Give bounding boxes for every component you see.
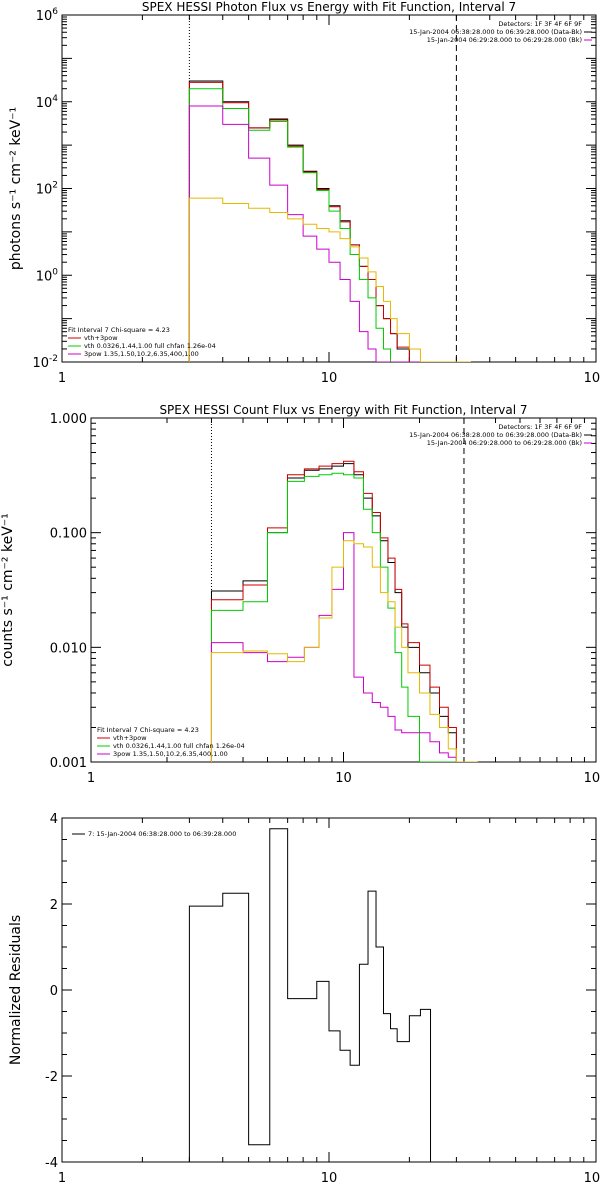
x-tick-label: 100 bbox=[584, 1171, 600, 1186]
info-line: 15-Jan-2004 06:38:28.000 to 06:39:28.000… bbox=[409, 28, 582, 36]
y-tick-label: 10-2 bbox=[32, 354, 58, 371]
y-tick-label: 0.001 bbox=[50, 756, 87, 771]
series-1-line bbox=[210, 460, 478, 762]
x-tick-label: 10 bbox=[335, 771, 352, 786]
legend-entry: vth+3pow bbox=[84, 334, 118, 342]
photon-flux-panel: SPEX HESSI Photon Flux vs Energy with Fi… bbox=[8, 0, 600, 386]
x-tick-label: 100 bbox=[584, 771, 600, 786]
legend-entry: vth+3pow bbox=[113, 734, 147, 742]
y-axis-label: counts s⁻¹ cm⁻² keV⁻¹ bbox=[0, 513, 16, 667]
y-tick-label: 102 bbox=[36, 181, 58, 198]
info-line: 15-Jan-2004 06:29:28.000 to 06:29:28.000… bbox=[427, 439, 582, 447]
legend-entry: vth 0.0326,1.44,1.00 full chfan 1.26e-04 bbox=[84, 342, 216, 350]
y-tick-label: 2 bbox=[50, 898, 58, 913]
x-tick-label: 1 bbox=[87, 771, 95, 786]
series-4-line bbox=[210, 540, 478, 762]
y-tick-label: 0.010 bbox=[50, 641, 87, 656]
x-tick-label: 10 bbox=[321, 371, 338, 386]
legend-entry: Fit Interval 7 Chi-square = 4.23 bbox=[68, 326, 170, 334]
chart-title: SPEX HESSI Count Flux vs Energy with Fit… bbox=[159, 403, 527, 417]
info-line: 15-Jan-2004 06:38:28.000 to 06:39:28.000… bbox=[409, 431, 582, 439]
x-tick-label: 100 bbox=[584, 371, 600, 386]
y-tick-label: -4 bbox=[45, 1156, 58, 1171]
legend-entry: 3pow 1.35,1.50,10.2,6.35,400,1.00 bbox=[84, 350, 199, 358]
y-tick-label: 104 bbox=[36, 94, 59, 111]
chart-title: SPEX HESSI Photon Flux vs Energy with Fi… bbox=[142, 0, 516, 14]
x-tick-label: 10 bbox=[321, 1171, 338, 1186]
y-tick-label: 106 bbox=[36, 7, 59, 24]
info-line: Detectors: 1F 3F 4F 6F 9F bbox=[498, 423, 582, 431]
y-axis-label: Normalized Residuals bbox=[8, 915, 24, 1065]
x-tick-label: 1 bbox=[58, 1171, 66, 1186]
series-2-line bbox=[188, 88, 471, 362]
y-tick-label: 0 bbox=[50, 984, 58, 999]
count-flux-panel: SPEX HESSI Count Flux vs Energy with Fit… bbox=[0, 403, 600, 786]
y-tick-label: 0.100 bbox=[50, 527, 87, 542]
series-0-line bbox=[188, 828, 432, 1162]
y-tick-label: 100 bbox=[36, 267, 59, 284]
legend-entry: 3pow 1.35,1.50,10.2,6.35,400,1.00 bbox=[113, 750, 228, 758]
info-line: 15-Jan-2004 06:29:28.000 to 06:29:28.000… bbox=[427, 36, 582, 44]
info-line: Detectors: 1F 3F 4F 6F 9F bbox=[498, 20, 582, 28]
legend-entry: 7: 15-Jan-2004 06:38:28.000 to 06:39:28.… bbox=[88, 830, 236, 838]
series-2-line bbox=[210, 472, 478, 762]
y-axis-label: photons s⁻¹ cm⁻² keV⁻¹ bbox=[8, 107, 24, 270]
series-4-line bbox=[188, 197, 471, 362]
legend-entry: Fit Interval 7 Chi-square = 4.23 bbox=[97, 726, 199, 734]
x-tick-label: 1 bbox=[58, 371, 66, 386]
series-3-line bbox=[188, 105, 471, 362]
y-tick-label: 1.000 bbox=[50, 412, 87, 427]
legend-entry: vth 0.0326,1.44,1.00 full chfan 1.26e-04 bbox=[113, 742, 245, 750]
residuals-panel: 1 10 100 4 2 0 -2 -4 Normalized Residuals 7: 15-J… bbox=[8, 812, 600, 1186]
y-tick-label: 4 bbox=[50, 812, 58, 827]
y-tick-label: -2 bbox=[45, 1070, 58, 1085]
